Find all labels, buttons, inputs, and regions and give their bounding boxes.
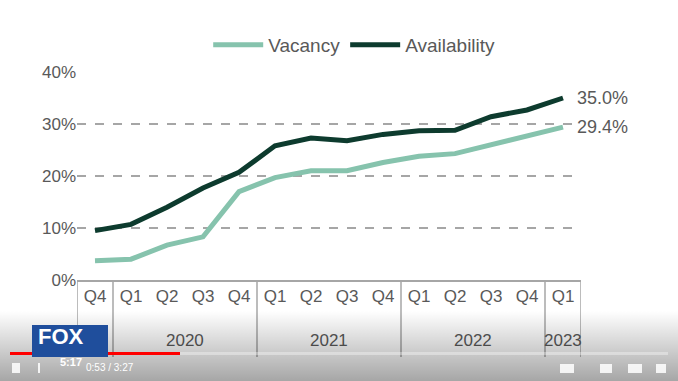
svg-text:Q1: Q1	[120, 287, 143, 306]
svg-text:30%: 30%	[42, 115, 76, 134]
svg-text:10%: 10%	[42, 219, 76, 238]
svg-text:40%: 40%	[42, 63, 76, 82]
svg-text:2023: 2023	[544, 331, 582, 350]
svg-text:Q2: Q2	[156, 287, 179, 306]
svg-text:35.0%: 35.0%	[577, 88, 628, 108]
svg-text:Q2: Q2	[444, 287, 467, 306]
svg-text:Q3: Q3	[336, 287, 359, 306]
svg-text:2020: 2020	[166, 331, 204, 350]
svg-text:0%: 0%	[51, 271, 76, 290]
svg-text:2022: 2022	[454, 331, 492, 350]
svg-text:Q1: Q1	[552, 287, 575, 306]
svg-text:Q4: Q4	[84, 287, 107, 306]
svg-text:2021: 2021	[310, 331, 348, 350]
svg-text:Q3: Q3	[480, 287, 503, 306]
svg-text:Q4: Q4	[516, 287, 539, 306]
svg-text:20%: 20%	[42, 167, 76, 186]
svg-text:Q3: Q3	[192, 287, 215, 306]
svg-text:Availability: Availability	[405, 35, 495, 56]
svg-text:Q4: Q4	[228, 287, 251, 306]
svg-text:Vacancy: Vacancy	[268, 35, 340, 56]
svg-text:29.4%: 29.4%	[577, 117, 628, 137]
svg-text:Q1: Q1	[264, 287, 287, 306]
svg-text:Q1: Q1	[408, 287, 431, 306]
html-text:0:53 / 3:27: 0:53 / 3:27	[86, 362, 134, 373]
svg-text:Q2: Q2	[300, 287, 323, 306]
svg-text:Q4: Q4	[372, 287, 395, 306]
html-text:FOX: FOX	[38, 324, 84, 349]
html-text:5:17: 5:17	[60, 356, 82, 368]
